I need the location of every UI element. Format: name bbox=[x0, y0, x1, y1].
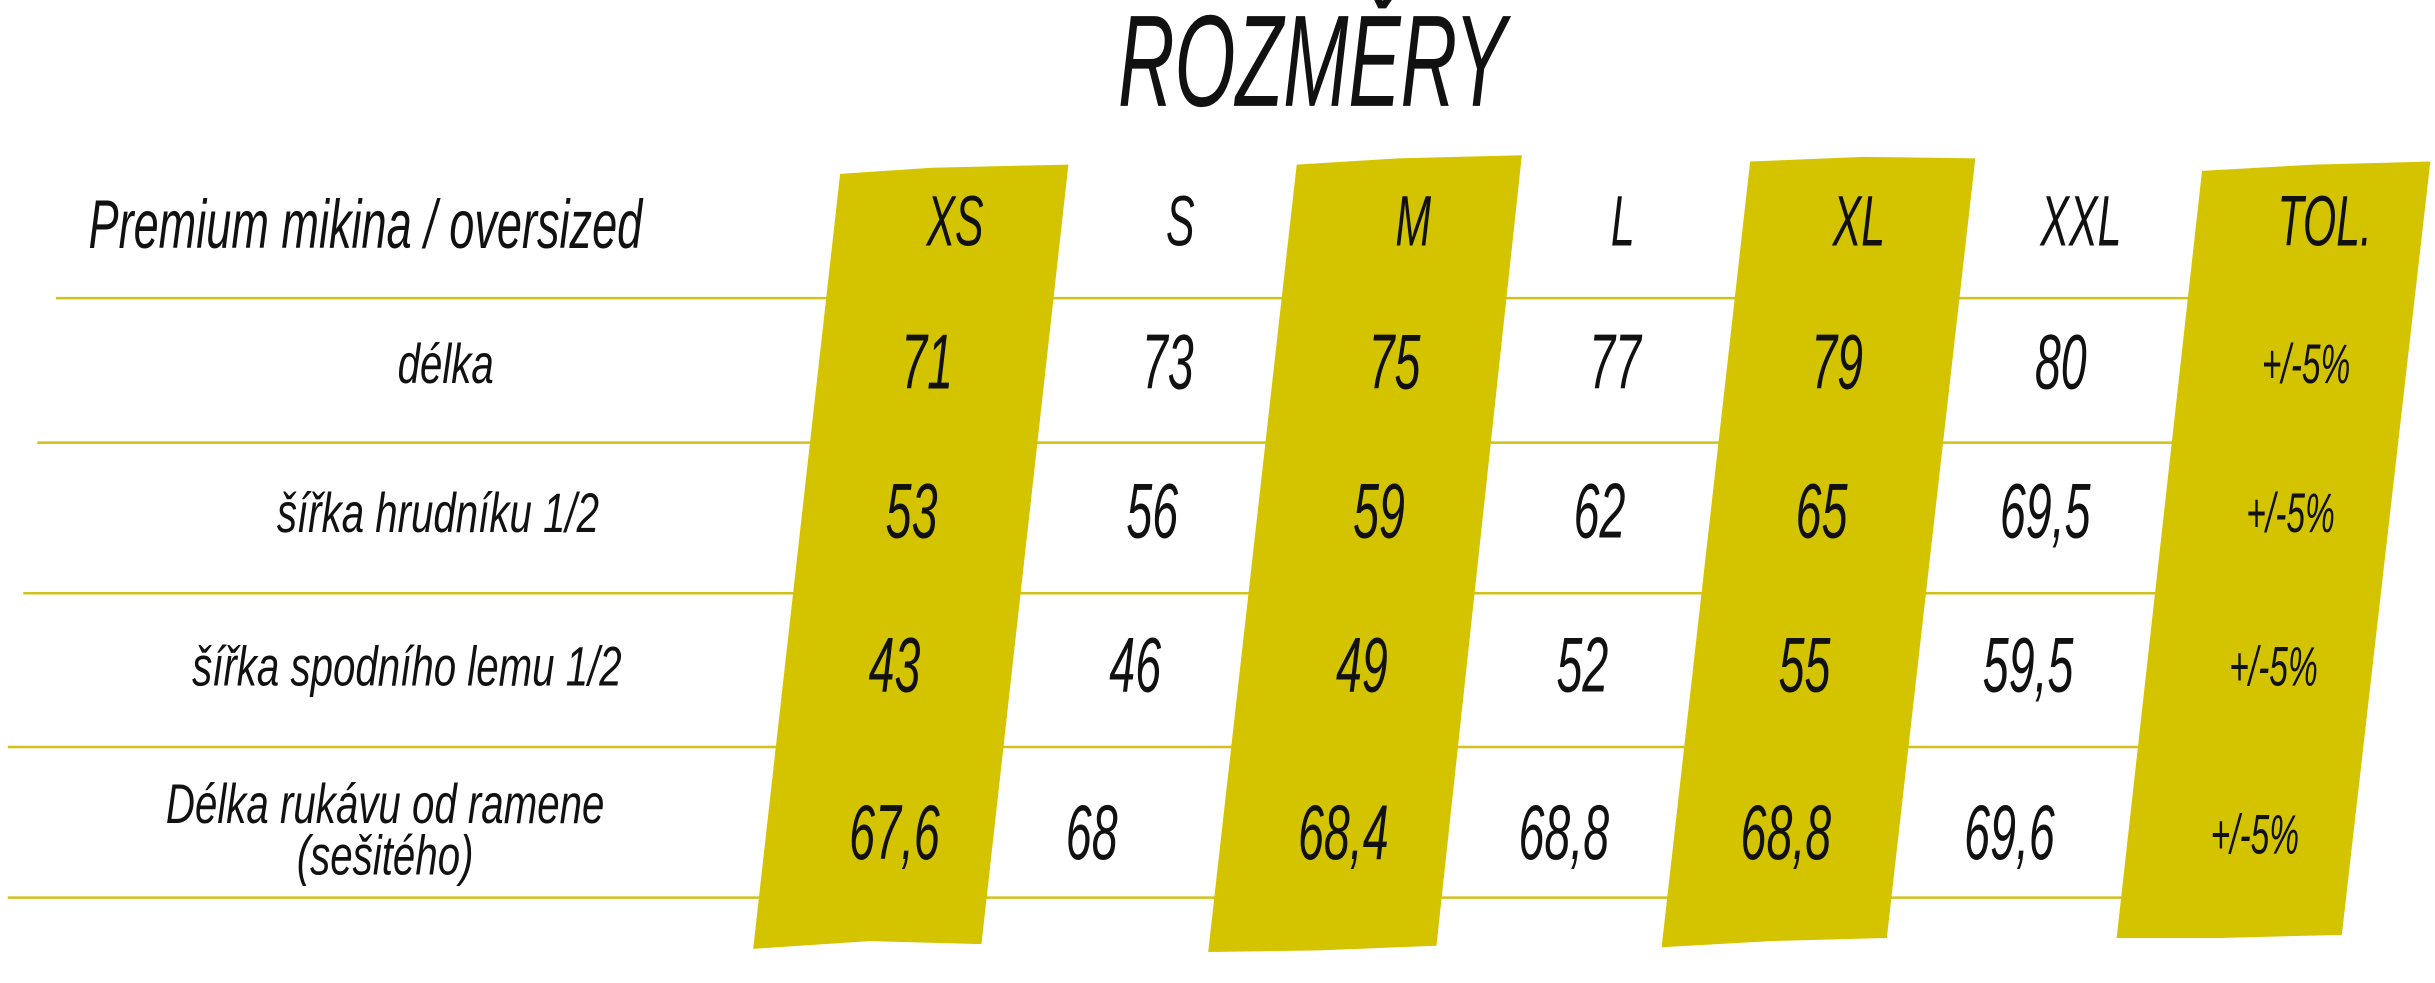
tolerance-cell: +/-5% bbox=[2211, 802, 2300, 865]
value-cell: 79 bbox=[1811, 318, 1863, 405]
value-cell: 73 bbox=[1142, 318, 1194, 405]
value-cell: 68,4 bbox=[1298, 789, 1389, 876]
value-cell: 68,8 bbox=[1518, 789, 1609, 876]
title: ROZMĚRY bbox=[1118, 0, 1512, 134]
value-cell: 77 bbox=[1589, 318, 1643, 405]
band bbox=[2116, 161, 2431, 938]
size-header: XXL bbox=[2039, 183, 2121, 262]
value-cell: 59 bbox=[1353, 467, 1405, 554]
value-cell: 65 bbox=[1796, 467, 1848, 554]
size-header: M bbox=[1395, 183, 1431, 262]
row-label: Délka rukávu od ramene bbox=[166, 774, 604, 836]
texts: ROZMĚRY Premium mikina / oversized XS S M L XL… bbox=[89, 0, 2372, 887]
row-label: (sešitého) bbox=[297, 825, 474, 887]
value-cell: 75 bbox=[1369, 318, 1421, 405]
value-cell: 62 bbox=[1574, 467, 1626, 554]
size-header: XL bbox=[1831, 183, 1885, 262]
tolerance-cell: +/-5% bbox=[2229, 635, 2318, 698]
row-label: délka bbox=[398, 333, 494, 395]
value-cell: 80 bbox=[2035, 318, 2087, 405]
value-cell: 46 bbox=[1109, 621, 1161, 708]
value-cell: 59,5 bbox=[1983, 621, 2074, 708]
value-cell: 68,8 bbox=[1741, 789, 1832, 876]
value-cell: 56 bbox=[1126, 467, 1178, 554]
value-cell: 69,5 bbox=[2000, 467, 2091, 554]
value-cell: 43 bbox=[869, 621, 921, 708]
value-cell: 67,6 bbox=[849, 789, 940, 876]
band bbox=[1661, 156, 1976, 948]
row-label: šířka spodního lemu 1/2 bbox=[192, 636, 622, 698]
band bbox=[753, 164, 1069, 949]
size-header: XS bbox=[925, 183, 984, 262]
value-cell: 69,6 bbox=[1964, 789, 2055, 876]
tolerance-cell: +/-5% bbox=[2262, 332, 2351, 395]
tolerance-cell: +/-5% bbox=[2246, 481, 2335, 544]
row-label: šířka hrudníku 1/2 bbox=[277, 483, 599, 545]
value-cell: 52 bbox=[1557, 621, 1609, 708]
size-header: TOL. bbox=[2277, 183, 2371, 262]
size-header: L bbox=[1611, 183, 1635, 262]
value-cell: 68 bbox=[1066, 789, 1118, 876]
value-cell: 71 bbox=[901, 318, 953, 405]
size-header: S bbox=[1166, 183, 1195, 262]
band bbox=[1208, 155, 1522, 952]
table-header-label: Premium mikina / oversized bbox=[89, 188, 644, 264]
highlight-bands bbox=[753, 155, 2431, 952]
value-cell: 49 bbox=[1336, 621, 1388, 708]
value-cell: 53 bbox=[886, 467, 938, 554]
value-cell: 55 bbox=[1779, 621, 1831, 708]
